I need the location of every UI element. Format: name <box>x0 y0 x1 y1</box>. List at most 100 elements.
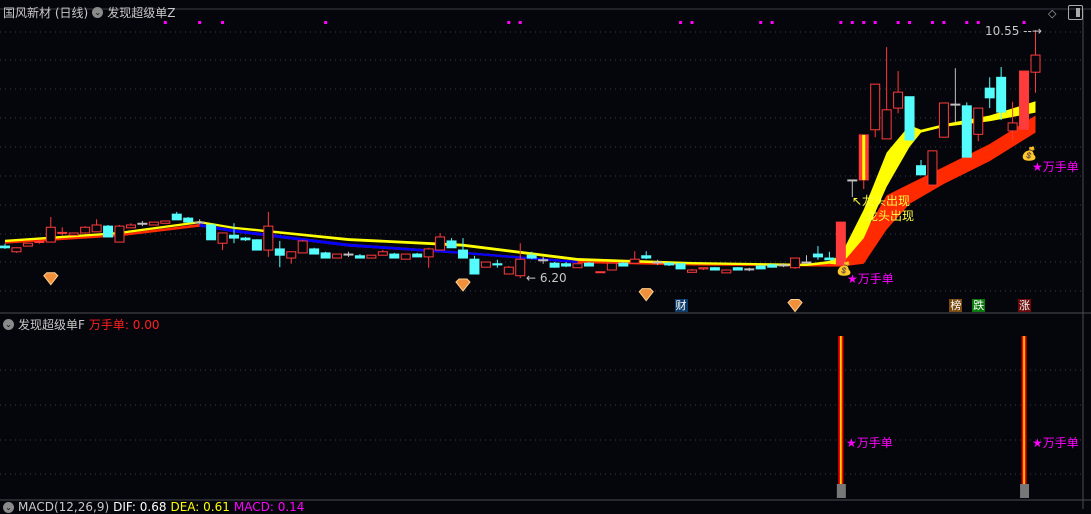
candle-body <box>148 221 159 226</box>
candle-body <box>503 266 514 275</box>
signal-marker <box>873 21 877 24</box>
candle-body <box>194 221 205 224</box>
wan-shou-dan-label-2: ★万手单 <box>1032 160 1079 174</box>
candle-stripe <box>862 134 866 180</box>
candle <box>354 254 365 259</box>
diamond-icon[interactable]: ◇ <box>1048 7 1057 20</box>
candle-body <box>847 179 858 182</box>
candle-body <box>687 269 697 273</box>
candle <box>80 226 91 234</box>
event-tag[interactable]: 榜 <box>949 299 963 312</box>
high-price-label: 10.55 ‐‐→ <box>985 24 1042 38</box>
candle <box>629 251 640 264</box>
candle-body <box>446 240 457 249</box>
candle-body <box>68 232 79 236</box>
candle-body <box>835 221 846 266</box>
signal-marker <box>930 21 934 24</box>
candle <box>320 251 331 259</box>
candle <box>34 239 45 244</box>
candle <box>572 263 583 269</box>
candle <box>744 267 755 272</box>
candle-body <box>229 234 239 239</box>
candle <box>251 239 262 251</box>
candle <box>366 254 377 259</box>
candle <box>274 240 285 268</box>
event-tag[interactable]: 涨 <box>1018 299 1032 312</box>
candle <box>767 263 778 268</box>
candle <box>618 262 629 267</box>
dragon-signal-2: 龙头出现 <box>866 209 915 223</box>
signal-bar-base <box>836 484 846 498</box>
candle <box>446 238 457 249</box>
candle <box>160 220 171 224</box>
low-price-value: 6.20 <box>539 271 567 285</box>
dragon-signal-1: ↖龙头出现 <box>852 194 911 208</box>
diamond-icon <box>455 278 471 292</box>
ma-slow-falling-band <box>199 223 578 264</box>
candle-body <box>11 247 22 253</box>
signal-marker <box>518 21 522 24</box>
sub-indicator-value: 万手单: 0.00 <box>88 318 160 332</box>
candle-body <box>595 271 606 274</box>
candle-body <box>412 253 423 258</box>
candle <box>45 216 56 243</box>
candle <box>858 134 869 190</box>
candle <box>423 247 434 268</box>
candle-body <box>549 262 560 268</box>
candle-body <box>916 165 926 176</box>
candle <box>1007 101 1018 141</box>
candle <box>950 68 961 123</box>
signal-bar-core <box>840 336 842 484</box>
candle <box>103 224 114 238</box>
candle-body <box>732 267 743 271</box>
candle-body <box>664 262 675 266</box>
candle-body <box>297 240 308 254</box>
candle <box>286 251 297 264</box>
chevron-down-icon[interactable]: ⌄ <box>3 319 14 330</box>
candle-body <box>171 213 182 221</box>
diamond-icon <box>638 288 654 302</box>
event-tag[interactable]: 财 <box>674 299 688 312</box>
candle <box>755 264 766 270</box>
candle-body <box>629 258 640 264</box>
panel-toggle-icon[interactable] <box>1068 5 1083 20</box>
signal-marker <box>965 21 969 24</box>
candle <box>240 236 251 241</box>
candle-body <box>263 225 274 251</box>
sub-indicator-name[interactable]: 发现超级单F <box>18 318 85 332</box>
candle-body <box>309 248 320 255</box>
candle-body <box>675 263 686 270</box>
chevron-down-icon[interactable]: ⌄ <box>3 501 14 513</box>
signal-marker <box>690 21 694 24</box>
candle <box>652 259 663 265</box>
candle <box>824 251 835 261</box>
chevron-down-icon[interactable]: ⌄ <box>92 7 104 18</box>
candle <box>297 239 308 254</box>
candle <box>538 256 549 264</box>
candle-body <box>755 265 766 270</box>
candle-body <box>22 242 33 247</box>
candle-body <box>34 241 45 244</box>
candle-body <box>927 150 938 186</box>
candle <box>206 223 217 241</box>
candle <box>309 247 320 255</box>
candle-body <box>1019 70 1030 130</box>
macd-name[interactable]: MACD(12,26,9) <box>18 500 110 514</box>
sub-wan-shou-dan-label-2: ★万手单 <box>1032 436 1079 450</box>
candle-body <box>480 261 491 268</box>
candle <box>812 246 823 260</box>
candle <box>148 221 159 226</box>
candle-body <box>526 254 537 259</box>
candle-body <box>950 103 961 106</box>
event-tag[interactable]: 跌 <box>972 299 986 312</box>
high-price-value: 10.55 <box>985 24 1020 38</box>
candle <box>137 220 148 227</box>
candle-body <box>274 248 285 256</box>
candle-body <box>423 248 434 258</box>
candle <box>916 159 926 176</box>
candle <box>973 107 984 142</box>
indicator-name[interactable]: 发现超级单Z <box>107 6 176 20</box>
signal-marker <box>850 21 854 24</box>
candle <box>503 266 514 275</box>
